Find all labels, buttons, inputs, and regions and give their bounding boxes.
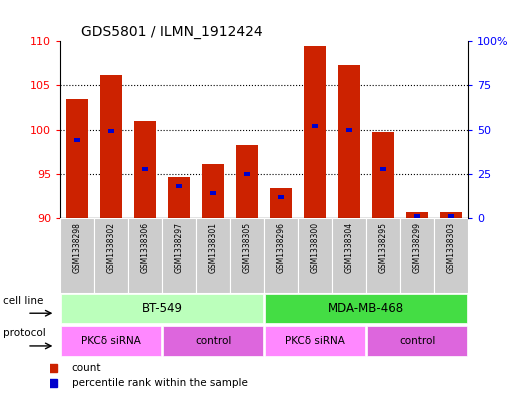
Text: cell line: cell line bbox=[3, 296, 43, 306]
Text: GSM1338297: GSM1338297 bbox=[175, 222, 184, 273]
Bar bbox=[236, 145, 258, 218]
Text: GSM1338295: GSM1338295 bbox=[379, 222, 388, 273]
Bar bbox=[142, 167, 149, 171]
Bar bbox=[265, 294, 467, 323]
Text: control: control bbox=[195, 336, 231, 346]
Bar bbox=[163, 325, 263, 356]
Bar bbox=[332, 218, 366, 293]
Bar bbox=[400, 218, 434, 293]
Text: GSM1338298: GSM1338298 bbox=[73, 222, 82, 273]
Bar bbox=[100, 75, 122, 218]
Bar bbox=[366, 218, 400, 293]
Text: GSM1338304: GSM1338304 bbox=[345, 222, 354, 273]
Bar bbox=[372, 132, 394, 218]
Text: GDS5801 / ILMN_1912424: GDS5801 / ILMN_1912424 bbox=[81, 25, 262, 39]
Bar bbox=[265, 325, 365, 356]
Bar bbox=[60, 218, 94, 293]
Bar bbox=[434, 218, 468, 293]
Bar bbox=[210, 191, 217, 195]
Bar bbox=[312, 124, 319, 128]
Bar bbox=[380, 167, 386, 171]
Bar bbox=[270, 188, 292, 218]
Bar bbox=[338, 65, 360, 218]
Text: MDA-MB-468: MDA-MB-468 bbox=[328, 302, 404, 315]
Bar bbox=[168, 176, 190, 218]
Text: GSM1338305: GSM1338305 bbox=[243, 222, 252, 273]
Bar bbox=[448, 214, 454, 219]
Text: PKCδ siRNA: PKCδ siRNA bbox=[285, 336, 345, 346]
Text: GSM1338299: GSM1338299 bbox=[413, 222, 422, 273]
Bar bbox=[134, 121, 156, 218]
Text: PKCδ siRNA: PKCδ siRNA bbox=[81, 336, 141, 346]
Text: percentile rank within the sample: percentile rank within the sample bbox=[72, 378, 247, 388]
Bar bbox=[61, 325, 161, 356]
Bar bbox=[94, 218, 128, 293]
Bar bbox=[202, 164, 224, 218]
Text: GSM1338306: GSM1338306 bbox=[141, 222, 150, 273]
Text: BT-549: BT-549 bbox=[142, 302, 183, 315]
Bar bbox=[367, 325, 467, 356]
Bar bbox=[244, 172, 251, 176]
Bar bbox=[298, 218, 332, 293]
Bar bbox=[162, 218, 196, 293]
Text: control: control bbox=[399, 336, 435, 346]
Text: protocol: protocol bbox=[3, 328, 46, 338]
Text: GSM1338300: GSM1338300 bbox=[311, 222, 320, 273]
Text: GSM1338296: GSM1338296 bbox=[277, 222, 286, 273]
Bar bbox=[128, 218, 162, 293]
Bar bbox=[74, 138, 81, 142]
Bar bbox=[406, 212, 428, 218]
Bar bbox=[414, 214, 420, 219]
Bar bbox=[66, 99, 88, 218]
Bar bbox=[176, 184, 183, 188]
Bar bbox=[264, 218, 298, 293]
Bar bbox=[278, 195, 285, 199]
Text: count: count bbox=[72, 364, 101, 373]
Text: GSM1338303: GSM1338303 bbox=[447, 222, 456, 273]
Text: GSM1338302: GSM1338302 bbox=[107, 222, 116, 273]
Bar bbox=[230, 218, 264, 293]
Bar bbox=[61, 294, 263, 323]
Text: GSM1338301: GSM1338301 bbox=[209, 222, 218, 273]
Bar bbox=[440, 212, 462, 218]
Bar bbox=[304, 46, 326, 218]
Bar bbox=[346, 128, 353, 132]
Bar bbox=[196, 218, 230, 293]
Bar bbox=[108, 129, 115, 134]
